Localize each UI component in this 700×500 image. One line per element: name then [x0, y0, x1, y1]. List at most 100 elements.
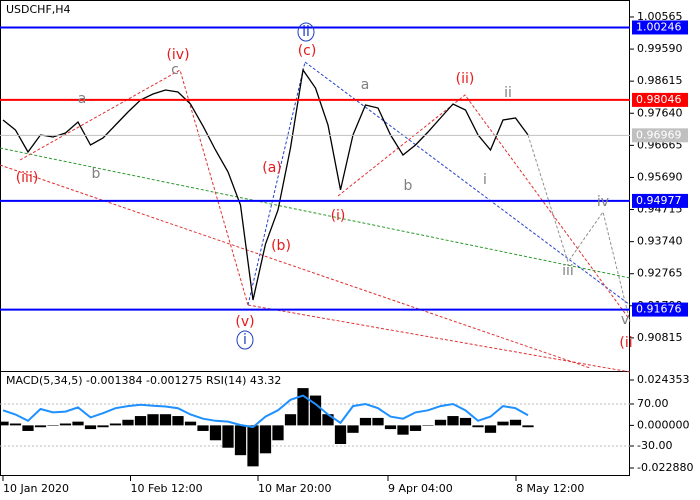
y-tick-label: 0.97640 [637, 106, 683, 119]
macd-bar [122, 419, 134, 426]
price-line [2, 68, 529, 301]
macd-bar [197, 425, 209, 431]
y-tick-label: -30.00 [637, 439, 672, 452]
macd-bar [434, 419, 447, 426]
y-tick-label: 70.00 [637, 397, 669, 410]
level-label: 0.91676 [636, 303, 682, 316]
x-tick-label: 10 Feb 12:00 [131, 482, 203, 495]
x-tick-label: 8 May 12:00 [516, 482, 584, 495]
wave-label: (iv) [166, 47, 189, 63]
macd-bar [134, 416, 147, 426]
y-tick-label: 0.93740 [637, 235, 683, 248]
forecast-line [337, 94, 631, 321]
wave-label: c [171, 62, 179, 78]
macd-bar [47, 425, 59, 426]
macd-bar [284, 414, 297, 426]
wave-label: (ii) [456, 71, 475, 87]
y-tick-label: 0.92765 [637, 267, 683, 280]
trend-line [0, 147, 631, 279]
macd-bar [0, 421, 9, 426]
wave-label: (b) [271, 238, 291, 254]
wave-label: b [404, 178, 413, 194]
wave-circle [236, 330, 254, 350]
macd-bar [522, 425, 534, 428]
wave-label: i [243, 332, 247, 348]
wave-circle [297, 22, 315, 42]
wave-label: iv [597, 194, 609, 210]
macd-bar [484, 425, 497, 433]
macd-bar [109, 423, 122, 426]
level-label: 0.98046 [636, 93, 682, 106]
macd-bar [384, 425, 397, 430]
macd-bar [72, 421, 84, 426]
wave-label: (iii) [16, 170, 39, 186]
wave-label: ii [302, 24, 310, 40]
y-tick-label: 0.98615 [637, 74, 683, 87]
level-label-box [632, 302, 688, 317]
indicator-title: MACD(5,34,5) -0.001384 -0.001275 RSI(14)… [6, 374, 281, 387]
wave-label: a [361, 77, 370, 93]
trend-line [304, 61, 631, 306]
frame [0, 0, 630, 476]
macd-bar [472, 425, 484, 428]
trend-line [0, 164, 591, 369]
wave-label: (ii [619, 335, 632, 351]
level-label: 0.96969 [636, 128, 682, 141]
x-tick-label: 10 Mar 20:00 [258, 482, 331, 495]
macd-bar [447, 416, 459, 426]
wave-label: ii [504, 85, 512, 101]
wave-label: i [483, 172, 487, 188]
macd-bar [59, 423, 72, 426]
macd-bar [9, 423, 22, 426]
trend-line [179, 69, 249, 306]
rsi-line [2, 394, 529, 429]
macd-bar [272, 425, 284, 441]
macd-bar [409, 425, 422, 431]
macd-bar [172, 416, 184, 426]
macd-bar [459, 417, 472, 426]
y-tick-label: 1.00565 [637, 10, 683, 23]
y-tick-label: 0.99590 [637, 42, 683, 55]
macd-bar [84, 425, 97, 430]
macd-bar [359, 417, 372, 426]
macd-bar [234, 425, 247, 456]
level-label-box [632, 92, 688, 107]
x-tick-label: 9 Apr 04:00 [388, 482, 453, 495]
wave-label: (c) [298, 43, 317, 59]
macd-bar [347, 425, 359, 433]
wave-label: (i) [331, 208, 346, 224]
trend-line [19, 69, 181, 161]
macd-bar [497, 421, 509, 426]
macd-bar [309, 395, 322, 426]
macd-bar [184, 421, 197, 426]
level-label-box [632, 20, 688, 35]
wave-label: (a) [262, 160, 282, 176]
y-tick-label: 0.000000 [637, 418, 690, 431]
level-label: 0.94977 [636, 194, 682, 207]
macd-bar [97, 425, 109, 428]
y-tick-label: 0.90815 [637, 331, 683, 344]
macd-bar [334, 425, 347, 445]
x-tick-label: 10 Jan 2020 [3, 482, 69, 495]
macd-bar [209, 425, 222, 441]
macd-bar [509, 419, 522, 426]
wave-label: (v) [235, 314, 254, 330]
trend-line [247, 61, 306, 306]
macd-bar [159, 414, 172, 426]
macd-bar [422, 425, 434, 426]
wave-label: a [78, 91, 87, 107]
macd-bar [22, 425, 34, 431]
level-label: 1.00246 [636, 20, 682, 33]
macd-bar [397, 425, 409, 435]
forecast-line [527, 134, 631, 323]
level-label-box [632, 193, 688, 208]
y-tick-label: 0.95690 [637, 170, 683, 183]
macd-bar [322, 414, 334, 426]
macd-bar [259, 425, 272, 454]
macd-bar [147, 414, 159, 426]
wave-label: b [92, 166, 101, 182]
y-tick-label: -0.022880 [637, 461, 693, 474]
macd-bar [222, 425, 234, 448]
